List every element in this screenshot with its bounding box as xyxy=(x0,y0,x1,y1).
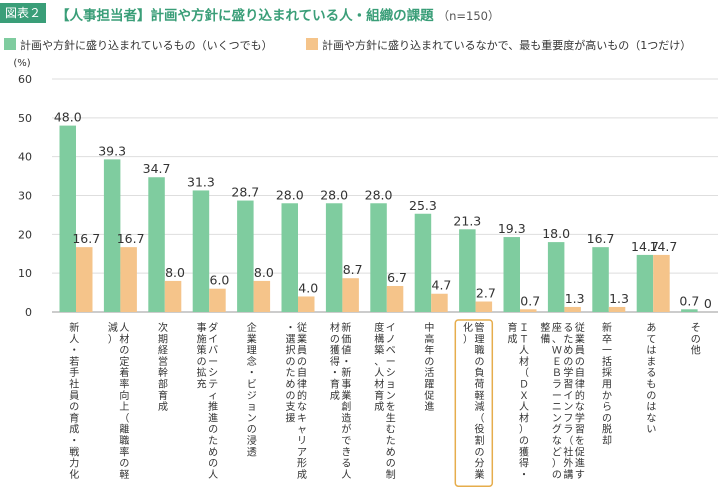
bar-series1 xyxy=(325,203,343,312)
x-tick-label: 人材の定着率向上（離職率の軽減） xyxy=(108,321,129,481)
x-tick-label: 新卒一括採用からの脱却 xyxy=(602,321,612,447)
legend-label-series2: 計画や方針に盛り込まれているなかで、最も重要度が高いもの（1つだけ） xyxy=(322,39,692,52)
data-label-series2: 4.0 xyxy=(298,280,318,295)
data-label-series1: 21.3 xyxy=(453,213,481,228)
data-label-series2: 2.7 xyxy=(476,286,496,301)
data-label-series2: 4.7 xyxy=(432,278,452,293)
data-label-series2: 14.7 xyxy=(650,239,678,254)
chart-title-text: 【人事担当者】計画や方針に盛り込まれている人・組織の課題 xyxy=(56,8,434,24)
bar-series2 xyxy=(653,254,670,312)
bar-series1 xyxy=(192,190,210,312)
x-tick-label: 管理職の負荷軽減（役割の分業化） xyxy=(463,321,485,481)
data-label-series1: 48.0 xyxy=(54,110,82,125)
chart-header: 図表２ 【人事担当者】計画や方針に盛り込まれている人・組織の課題 （n=150） xyxy=(0,0,727,26)
bar-series1 xyxy=(592,247,609,312)
bar-series2 xyxy=(475,301,493,312)
x-tick-label: 企業理念・ビジョンの浸透 xyxy=(247,321,257,458)
chart-title: 【人事担当者】計画や方針に盛り込まれている人・組織の課題 （n=150） xyxy=(56,4,499,24)
x-tick-label: 次期経営幹部育成 xyxy=(158,321,168,413)
data-label-series1: 19.3 xyxy=(498,221,526,236)
chart-subtitle: （n=150） xyxy=(437,9,500,23)
bar-series1 xyxy=(59,125,76,312)
x-tick-label: 従業員の自律的なキャリア形成・選択のための支援 xyxy=(285,321,307,481)
data-label-series1: 34.7 xyxy=(143,161,171,176)
bar-series2 xyxy=(76,247,93,312)
bar-series2 xyxy=(209,288,226,312)
bar-series1 xyxy=(681,309,698,312)
x-tick-label: ダイバーシティ推進のための人事施策の拡充 xyxy=(197,321,219,481)
x-tick-label: あてはまるものはない xyxy=(646,322,656,436)
bar-series2 xyxy=(386,285,404,312)
bar-series1 xyxy=(459,229,476,312)
bar-series2 xyxy=(298,296,315,312)
x-tick-label: 新価値・新事業創造ができる人材の獲得・育成 xyxy=(330,321,352,481)
bar-series1 xyxy=(414,213,432,312)
bar-series1 xyxy=(237,200,254,312)
bar-series2 xyxy=(253,280,271,312)
bar-series2 xyxy=(564,306,581,312)
data-label-series2: 6.7 xyxy=(387,270,407,285)
data-label-series1: 39.3 xyxy=(98,143,126,158)
x-tick-label: イノベーションを生むための制度構築、人材育成 xyxy=(374,321,396,481)
data-label-series1: 14.7 xyxy=(631,239,659,254)
bar-series1 xyxy=(281,203,298,312)
bar-series1 xyxy=(503,237,520,312)
data-label-series2: 6.0 xyxy=(210,273,230,288)
legend-entry-series1: 計画や方針に盛り込まれているもの（いくつでも） xyxy=(4,37,273,53)
legend-entry-series2: 計画や方針に盛り込まれているなかで、最も重要度が高いもの（1つだけ） xyxy=(306,37,691,53)
data-label-series1: 28.0 xyxy=(320,187,348,202)
x-tick-label: 従業員の自律的な学習を促進するための学習インフラ（社外講座、ＷＥＢラーニングなど… xyxy=(540,321,585,481)
bar-series2 xyxy=(164,280,182,312)
data-label-series2: 16.7 xyxy=(72,231,100,246)
bar-series2 xyxy=(120,247,137,312)
y-tick-label: 30 xyxy=(18,190,32,203)
bar-series1 xyxy=(547,242,565,312)
bar-series2 xyxy=(608,306,626,312)
bar-series2 xyxy=(520,309,537,312)
data-label-series2: 8.0 xyxy=(254,265,274,280)
data-label-series1: 28.7 xyxy=(231,185,259,200)
data-label-series2: 0.7 xyxy=(520,293,540,308)
legend-label-series1: 計画や方針に盛り込まれているもの（いくつでも） xyxy=(20,39,273,52)
y-axis-unit: (%) xyxy=(13,58,30,69)
bar-series1 xyxy=(103,159,121,312)
bar-series1 xyxy=(636,254,654,312)
bar-series2 xyxy=(431,293,448,312)
x-tick-label: 中高年の活躍促進 xyxy=(424,321,434,413)
y-tick-label: 40 xyxy=(18,151,32,164)
data-label-series1: 28.0 xyxy=(276,187,304,202)
highlight-box xyxy=(454,319,494,487)
data-label-series1: 16.7 xyxy=(587,231,615,246)
data-label-series1: 0.7 xyxy=(679,293,699,308)
bar-series1 xyxy=(148,177,165,312)
data-label-series1: 31.3 xyxy=(187,174,215,189)
data-label-series1: 28.0 xyxy=(365,187,393,202)
legend-swatch-series1 xyxy=(4,38,16,50)
figure-badge: 図表２ xyxy=(0,3,46,23)
data-label-series2: 8.0 xyxy=(165,265,185,280)
bar-series1 xyxy=(370,203,387,312)
y-tick-label: 60 xyxy=(18,73,32,86)
data-label-series2: 1.3 xyxy=(609,291,629,306)
data-label-series2: 1.3 xyxy=(565,291,585,306)
y-tick-label: 50 xyxy=(18,112,32,125)
bar-series2 xyxy=(342,278,359,312)
data-label-series2: 16.7 xyxy=(117,231,145,246)
legend-swatch-series2 xyxy=(306,38,318,50)
y-tick-label: 20 xyxy=(18,228,32,241)
data-label-series2: 8.7 xyxy=(343,262,363,277)
y-tick-label: 10 xyxy=(18,267,32,280)
x-tick-label: 新人・若手社員の育成・戦力化 xyxy=(69,321,79,481)
x-tick-label: ＩＴ人材（ＤＸ人材）の獲得・育成 xyxy=(507,321,529,481)
data-label-series1: 25.3 xyxy=(409,198,437,213)
x-tick-label: その他 xyxy=(691,322,701,357)
data-label-series2: 0 xyxy=(704,296,712,311)
data-label-series1: 18.0 xyxy=(542,226,570,241)
y-tick-label: 0 xyxy=(25,306,32,319)
